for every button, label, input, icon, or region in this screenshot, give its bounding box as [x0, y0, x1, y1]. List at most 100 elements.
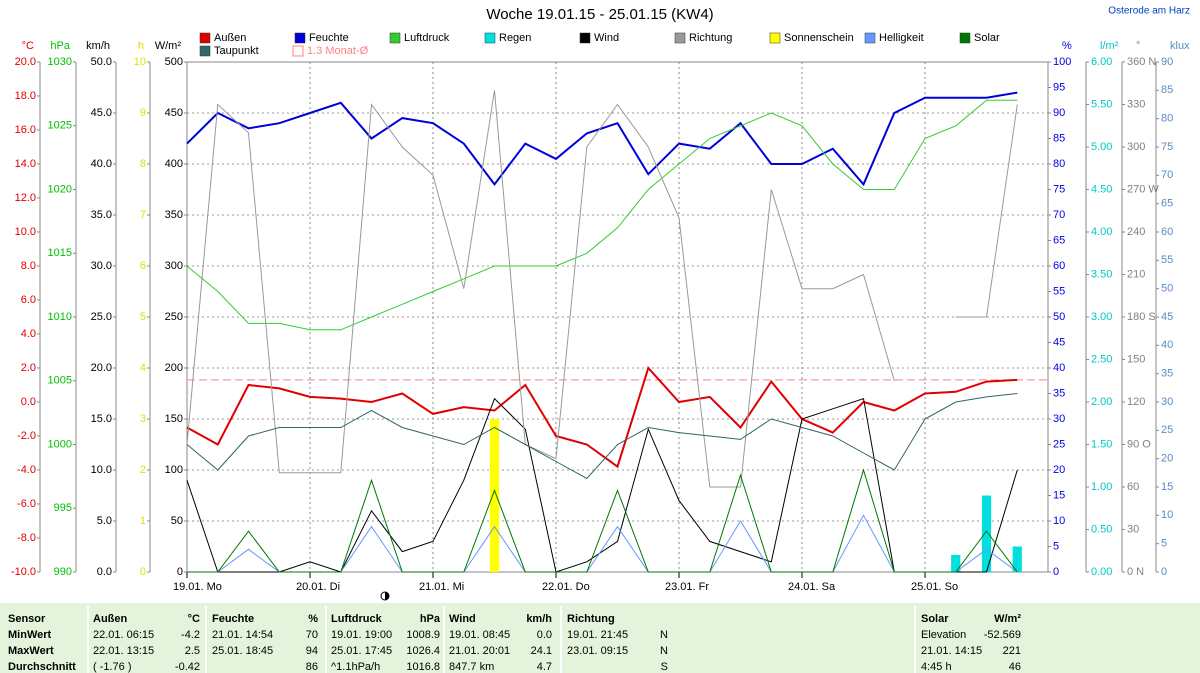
y-tick-label: 210 — [1127, 268, 1145, 280]
series-line — [186, 90, 1018, 488]
legend-swatch — [864, 32, 876, 44]
y-tick-label: 8.0 — [21, 260, 36, 272]
y-tick-label: 55 — [1161, 254, 1173, 266]
y-tick-label: 0 — [140, 566, 146, 578]
legend-swatch — [294, 32, 306, 44]
axis-unit: °C — [22, 40, 34, 52]
y-tick-label: 30 — [1161, 396, 1173, 408]
table-cell: MinWert — [8, 629, 52, 641]
table-cell: ^1.1hPa/h — [331, 661, 380, 673]
y-tick-label: 120 — [1127, 396, 1145, 408]
y-tick-label: 300 — [165, 260, 183, 272]
legend-swatch — [674, 32, 686, 44]
table-header: Solar — [921, 613, 949, 625]
y-tick-label: 10 — [1053, 515, 1065, 527]
y-tick-label: 5 — [140, 311, 146, 323]
y-tick-label: 60 — [1127, 481, 1139, 493]
y-tick-label: 5 — [1161, 538, 1167, 550]
y-tick-label: 450 — [165, 107, 183, 119]
axis-unit: h — [138, 40, 144, 52]
y-tick-label: 0 — [1053, 566, 1059, 578]
y-tick-label: 6.00 — [1091, 56, 1112, 68]
y-tick-label: 1020 — [48, 183, 72, 195]
legend-label: Luftdruck — [404, 32, 450, 44]
legend-swatch — [959, 32, 971, 44]
y-tick-label: 10.0 — [91, 464, 112, 476]
y-tick-label: 2 — [140, 464, 146, 476]
table-cell: Elevation — [921, 629, 966, 641]
x-tick-label: 25.01. So — [911, 581, 958, 593]
legend-label: Feuchte — [309, 32, 349, 44]
series-line — [186, 393, 1018, 480]
axis-unit: l/m² — [1100, 40, 1119, 52]
y-tick-label: 100 — [165, 464, 183, 476]
table-header: hPa — [420, 613, 441, 625]
table-cell: 19.01. 21:45 — [567, 629, 628, 641]
table-cell: 1026.4 — [406, 645, 440, 657]
axis-unit: % — [1062, 40, 1072, 52]
y-tick-label: 18.0 — [15, 90, 36, 102]
table-header: W/m² — [994, 613, 1021, 625]
y-tick-label: 300 — [1127, 141, 1145, 153]
y-tick-label: 60 — [1161, 226, 1173, 238]
y-tick-label: 40 — [1161, 339, 1173, 351]
bar — [981, 495, 992, 572]
y-tick-label: 250 — [165, 311, 183, 323]
y-tick-label: 10 — [1161, 509, 1173, 521]
table-cell: N — [660, 629, 668, 641]
y-tick-label: 330 — [1127, 98, 1145, 110]
x-tick-label: 24.01. Sa — [788, 581, 836, 593]
table-cell: 4.7 — [537, 661, 552, 673]
legend-swatch — [199, 32, 211, 44]
y-tick-label: 85 — [1053, 132, 1065, 144]
table-cell: 86 — [306, 661, 318, 673]
y-tick-label: 8 — [140, 158, 146, 170]
table-header: Wind — [449, 613, 476, 625]
y-tick-label: 360 N — [1127, 56, 1156, 68]
table-header: °C — [188, 613, 200, 625]
y-tick-label: 75 — [1053, 183, 1065, 195]
y-tick-label: -6.0 — [17, 498, 36, 510]
y-tick-label: 15 — [1053, 489, 1065, 501]
moon-icon-half — [385, 592, 389, 600]
y-tick-label: 990 — [54, 566, 72, 578]
y-tick-label: 80 — [1053, 158, 1065, 170]
table-header: Luftdruck — [331, 613, 383, 625]
y-tick-label: -4.0 — [17, 464, 36, 476]
y-tick-label: 35 — [1161, 368, 1173, 380]
y-tick-label: 200 — [165, 362, 183, 374]
y-tick-label: 9 — [140, 107, 146, 119]
y-tick-label: 20.0 — [15, 56, 36, 68]
y-tick-label: 0.0 — [21, 396, 36, 408]
y-tick-label: 0.00 — [1091, 566, 1112, 578]
table-cell: 94 — [306, 645, 318, 657]
x-tick-label: 21.01. Mi — [419, 581, 464, 593]
y-tick-label: -10.0 — [11, 566, 36, 578]
table-cell: 24.1 — [531, 645, 552, 657]
legend-label: 1.3 Monat-Ø — [307, 45, 369, 57]
y-tick-label: 30 — [1127, 523, 1139, 535]
x-tick-label: 19.01. Mo — [173, 581, 222, 593]
table-header: Feuchte — [212, 613, 254, 625]
x-tick-label: 22.01. Do — [542, 581, 590, 593]
table-cell: 21.01. 14:15 — [921, 645, 982, 657]
y-tick-label: 1 — [140, 515, 146, 527]
table-cell: N — [660, 645, 668, 657]
table-cell: -0.42 — [175, 661, 200, 673]
table-cell: ( -1.76 ) — [93, 661, 132, 673]
table-cell: 2.5 — [185, 645, 200, 657]
table-cell: 1008.9 — [406, 629, 440, 641]
table-header: Sensor — [8, 613, 46, 625]
legend-swatch — [292, 45, 304, 57]
y-tick-label: 10.0 — [15, 226, 36, 238]
y-tick-label: 65 — [1053, 234, 1065, 246]
table-cell: 21.01. 20:01 — [449, 645, 510, 657]
y-tick-label: 270 W — [1127, 183, 1159, 195]
y-tick-label: 0.50 — [1091, 523, 1112, 535]
table-cell: 1016.8 — [406, 661, 440, 673]
y-tick-label: 20 — [1161, 453, 1173, 465]
y-tick-label: 7 — [140, 209, 146, 221]
table-cell: 25.01. 17:45 — [331, 645, 392, 657]
y-tick-label: 0.0 — [97, 566, 112, 578]
axis-unit: klux — [1170, 40, 1190, 52]
